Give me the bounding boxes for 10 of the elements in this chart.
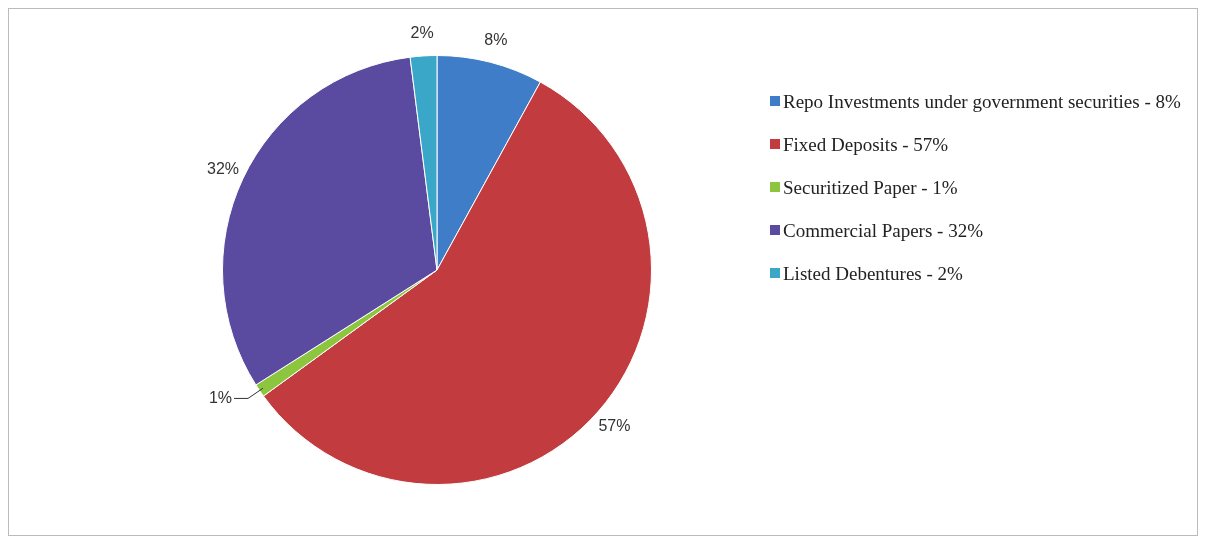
data-label: 2% <box>410 24 434 42</box>
legend-label: Commercial Papers - 32% <box>783 219 983 242</box>
data-label: 8% <box>484 31 508 49</box>
data-label: 32% <box>206 159 240 177</box>
data-label: 57% <box>598 416 631 434</box>
legend-label: Fixed Deposits - 57% <box>783 133 949 156</box>
legend-label: Repo Investments under government securities - 8% <box>783 90 1181 113</box>
data-label: 1% <box>208 388 233 406</box>
legend-label: Listed Debentures - 2% <box>783 262 963 285</box>
legend-label: Securitized Paper - 1% <box>783 176 958 199</box>
